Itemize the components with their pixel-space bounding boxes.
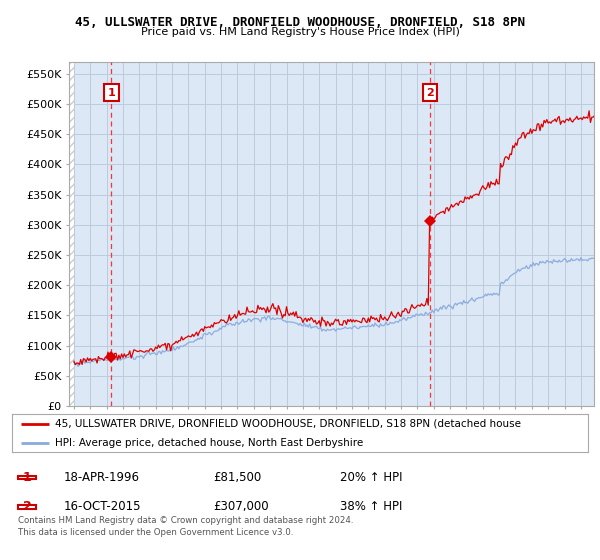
- Text: 18-APR-1996: 18-APR-1996: [64, 471, 140, 484]
- Text: Price paid vs. HM Land Registry's House Price Index (HPI): Price paid vs. HM Land Registry's House …: [140, 27, 460, 37]
- Bar: [69, 62, 74, 406]
- Text: 45, ULLSWATER DRIVE, DRONFIELD WOODHOUSE, DRONFIELD, S18 8PN (detached house: 45, ULLSWATER DRIVE, DRONFIELD WOODHOUSE…: [55, 419, 521, 429]
- Text: 2: 2: [427, 87, 434, 97]
- Text: 1: 1: [23, 471, 31, 484]
- Text: Contains HM Land Registry data © Crown copyright and database right 2024.
This d: Contains HM Land Registry data © Crown c…: [18, 516, 353, 537]
- Text: HPI: Average price, detached house, North East Derbyshire: HPI: Average price, detached house, Nort…: [55, 438, 364, 448]
- Text: 1: 1: [107, 87, 115, 97]
- Text: 2: 2: [23, 500, 31, 513]
- Text: 16-OCT-2015: 16-OCT-2015: [64, 500, 142, 514]
- FancyBboxPatch shape: [18, 505, 37, 508]
- Text: 38% ↑ HPI: 38% ↑ HPI: [340, 500, 403, 514]
- Text: 20% ↑ HPI: 20% ↑ HPI: [340, 471, 403, 484]
- Text: £81,500: £81,500: [214, 471, 262, 484]
- Text: £307,000: £307,000: [214, 500, 269, 514]
- Text: 45, ULLSWATER DRIVE, DRONFIELD WOODHOUSE, DRONFIELD, S18 8PN: 45, ULLSWATER DRIVE, DRONFIELD WOODHOUSE…: [75, 16, 525, 29]
- FancyBboxPatch shape: [18, 476, 37, 479]
